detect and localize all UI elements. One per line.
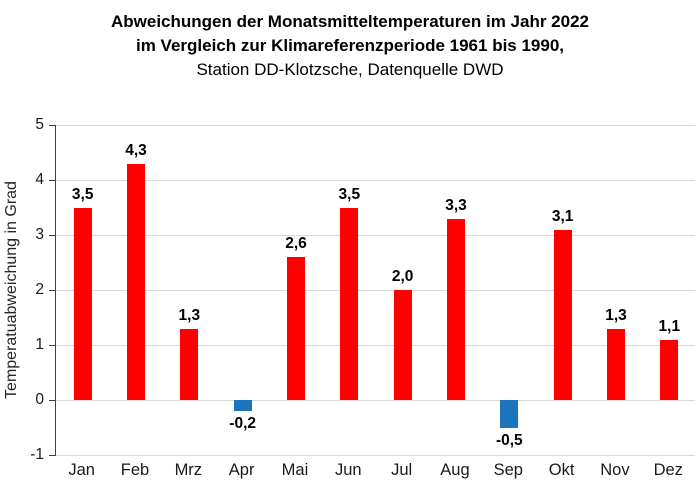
chart-title-line-3: Station DD-Klotzsche, Datenquelle DWD [196, 60, 504, 79]
x-tick-label-mrz: Mrz [174, 461, 203, 479]
gridline-y-3 [56, 235, 695, 236]
x-tick-label-aug: Aug [440, 461, 470, 479]
y-tick-label: 5 [35, 116, 44, 133]
bar-sep [500, 400, 519, 428]
plot-area: 3,5 4,3 1,3 -0,2 2,6 3,5 2,0 3,3 -0,5 3,1 1,3 1,1 [49, 125, 695, 456]
bar-apr [233, 400, 252, 411]
x-axis-label-row: Jan Feb Mrz Apr Mai Jun Jul Aug Sep Okt Nov Dez [55, 459, 695, 481]
bar-value-label-aug: 3,3 [445, 196, 467, 214]
x-tick-label-feb: Feb [120, 461, 150, 479]
x-tick-label-dez: Dez [653, 461, 683, 479]
bar-aug [447, 218, 465, 400]
y-tick-label: 2 [35, 281, 44, 298]
bar-value-label-feb: 4,3 [125, 141, 147, 159]
bar-value-label-nov: 1,3 [605, 306, 627, 324]
bar-jun [340, 207, 359, 400]
bar-dez [660, 339, 679, 400]
y-tick-mark [49, 235, 56, 236]
bar-jan [73, 207, 92, 400]
y-tick-label: 0 [35, 391, 44, 408]
x-tick-label-apr: Apr [228, 461, 255, 479]
bar-okt [553, 229, 572, 400]
gridline-y-1 [56, 345, 695, 346]
y-tick-label: -1 [30, 446, 44, 463]
gridline-y-4 [56, 180, 695, 181]
gridline-y-2 [56, 290, 695, 291]
gridline-y-0 [56, 400, 695, 401]
y-tick-mark [49, 400, 56, 401]
bar-value-label-apr: -0,2 [229, 415, 257, 432]
x-tick-label-jan: Jan [68, 461, 95, 479]
y-tick-label: 3 [35, 226, 44, 243]
chart-title-line-2: im Vergleich zur Klimareferenzperiode 19… [135, 36, 565, 55]
bar-jul [393, 290, 412, 400]
chart-title-line-1: Abweichungen der Monatsmitteltemperature… [110, 12, 589, 31]
bar-mrz [180, 328, 199, 400]
x-tick-label-jun: Jun [335, 461, 362, 479]
y-tick-label: 1 [35, 336, 44, 353]
bar-value-label-jun: 3,5 [338, 185, 361, 203]
y-tick-mark [49, 455, 56, 456]
x-tick-label-nov: Nov [600, 461, 630, 479]
x-tick-label-jul: Jul [391, 461, 413, 479]
bar-value-label-mrz: 1,3 [178, 306, 201, 324]
bar-mai [287, 257, 305, 400]
bar-nov [607, 328, 625, 400]
gridline-y--1 [56, 455, 695, 456]
bar-value-label-mai: 2,6 [285, 235, 307, 252]
y-tick-mark [49, 125, 56, 126]
y-tick-mark [49, 180, 56, 181]
x-tick-label-sep: Sep [493, 461, 523, 479]
bar-value-label-jul: 2,0 [391, 268, 414, 285]
bar-value-label-okt: 3,1 [551, 207, 574, 225]
x-tick-label-okt: Okt [548, 461, 575, 479]
y-tick-label: 4 [35, 171, 44, 188]
bar-feb [127, 163, 145, 400]
y-tick-mark [49, 290, 56, 291]
bar-value-label-dez: 1,1 [658, 317, 681, 335]
gridline-y-5 [56, 125, 695, 126]
bar-value-label-sep: -0,5 [495, 431, 523, 449]
x-tick-label-mai: Mai [281, 461, 309, 479]
y-tick-mark [49, 345, 56, 346]
bar-value-label-jan: 3,5 [71, 185, 94, 203]
